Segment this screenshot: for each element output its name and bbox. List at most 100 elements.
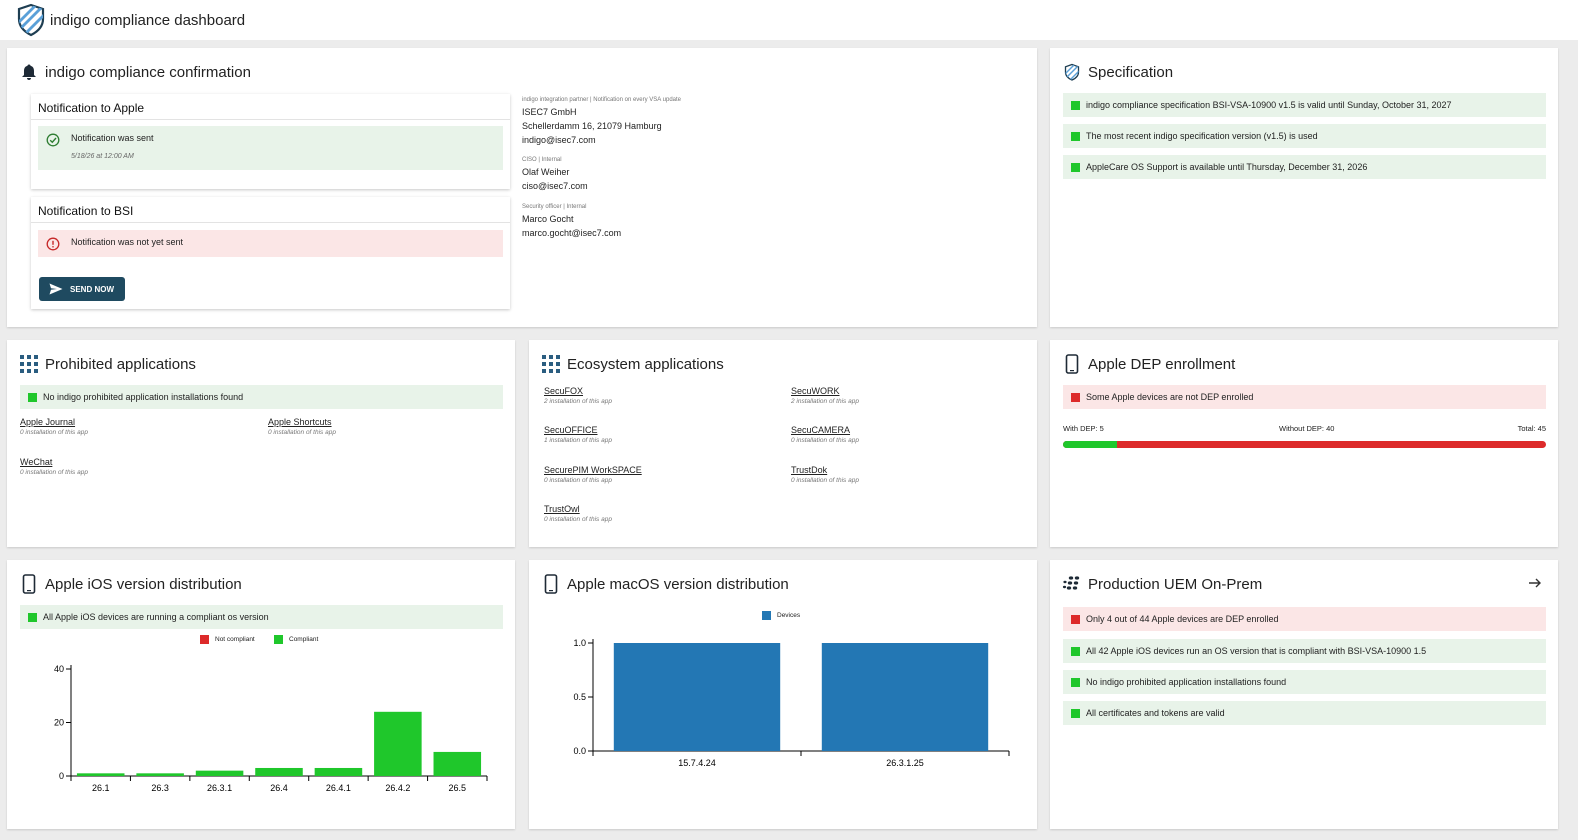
contact-security-officer: Security officer | Internal Marco Gocht … [522,202,621,240]
app-link[interactable]: WeChat [20,457,53,467]
dep-title: Apple DEP enrollment [1088,355,1236,373]
app-link[interactable]: Apple Shortcuts [268,417,332,427]
spec-item-text: The most recent indigo specification ver… [1086,131,1318,141]
dep-with-label: With DEP: 5 [1063,424,1104,433]
legend-label: Not compliant [215,636,255,643]
contact-role: Security officer | Internal [522,204,587,210]
macos-distribution-card: Apple macOS version distribution Devices… [529,560,1037,829]
bar [613,643,781,751]
ios-header: Apple iOS version distribution [19,572,242,596]
app-link[interactable]: SecuWORK [791,386,840,396]
app-link[interactable]: SecurePIM WorkSPACE [544,465,642,475]
uem-title: Production UEM On-Prem [1088,575,1263,593]
contact-line[interactable]: ciso@isec7.com [522,181,588,191]
y-tick-label: 20 [54,718,64,728]
ok-indicator [1071,708,1080,718]
spec-item: indigo compliance specification BSI-VSA-… [1063,93,1546,117]
bsi-notification-status: Notification was not yet sent [38,230,503,257]
apps-grid-icon [19,354,39,374]
dep-progress-fill [1063,441,1117,448]
contact-role: indigo integration partner | Notificatio… [522,97,681,103]
apple-status-date: 5/18/26 at 12:00 AM [71,153,134,160]
uem-card: Production UEM On-Prem Only 4 out of 44 … [1050,560,1558,829]
prohibited-title: Prohibited applications [45,355,196,373]
ok-indicator [1071,677,1080,687]
x-tick-label: 26.4 [270,783,288,793]
warning-indicator [1071,392,1080,402]
send-now-button[interactable]: SEND NOW [39,277,125,301]
ok-indicator [1071,131,1080,141]
y-tick-label: 40 [54,664,64,674]
arrow-right-icon[interactable] [1528,576,1542,590]
bsi-notification-title: Notification to BSI [38,204,134,218]
bar [76,773,125,776]
app-link[interactable]: TrustOwl [544,504,580,514]
app-link[interactable]: SecuFOX [544,386,584,396]
spec-item-text: AppleCare OS Support is available until … [1086,162,1368,172]
app-count: 0 installation of this app [791,477,859,484]
legend-swatch [274,635,283,644]
apple-notification-panel: Notification to Apple Notification was s… [31,94,510,189]
contact-line: Schellerdamm 16, 21079 Hamburg [522,121,662,131]
contact-line[interactable]: indigo@isec7.com [522,135,596,145]
warning-indicator [1071,614,1080,624]
alert-circle-icon [46,237,60,251]
contact-line: ISEC7 GmbH [522,107,577,117]
legend-item: Devices [762,611,800,620]
bar [374,711,422,776]
ios-status-text: All Apple iOS devices are running a comp… [43,612,269,622]
ok-indicator [28,392,37,402]
bell-icon [19,62,39,82]
contact-role: CISO | Internal [522,157,562,163]
uem-item-text: All certificates and tokens are valid [1086,708,1225,718]
shield-icon [1062,62,1082,82]
confirmation-title: indigo compliance confirmation [45,63,251,81]
spec-item: AppleCare OS Support is available until … [1063,155,1546,179]
app-count: 0 installation of this app [544,477,612,484]
uem-item: All certificates and tokens are valid [1063,701,1546,725]
app-link[interactable]: SecuCAMERA [791,425,851,435]
contact-line[interactable]: marco.gocht@isec7.com [522,228,622,238]
uem-item: No indigo prohibited application install… [1063,670,1546,694]
dep-enrollment-card: Apple DEP enrollment Some Apple devices … [1050,340,1558,547]
phone-icon [541,574,561,594]
specification-card: Specification indigo compliance specific… [1050,48,1558,327]
blackberry-icon [1062,574,1082,594]
ecosystem-header: Ecosystem applications [541,352,724,376]
ok-indicator [28,612,37,622]
spec-item: The most recent indigo specification ver… [1063,124,1546,148]
prohibited-header: Prohibited applications [19,352,196,376]
divider [31,119,510,120]
prohibited-status-text: No indigo prohibited application install… [43,392,244,402]
app-item: SecuCAMERA 0 installation of this app [791,424,859,446]
ios-bar-chart: 0 20 40 26.1 26.3 26.3.1 26.4 26.4.1 26.4.2 26.5 [54,664,488,793]
y-tick-label: 1.0 [573,638,586,648]
app-link[interactable]: Apple Journal [20,417,76,427]
y-tick-label: 0.5 [573,692,586,702]
dep-header: Apple DEP enrollment [1062,352,1235,376]
legend-swatch [200,635,209,644]
macos-header: Apple macOS version distribution [541,572,789,596]
bar [821,643,989,751]
app-link[interactable]: TrustDok [791,465,828,475]
y-tick-label: 0.0 [573,746,586,756]
apple-notification-status: Notification was sent 5/18/26 at 12:00 A… [38,126,503,170]
app-item: SecurePIM WorkSPACE 0 installation of th… [544,464,642,486]
uem-header: Production UEM On-Prem [1062,572,1262,596]
app-item: TrustOwl 0 installation of this app [544,503,612,525]
uem-item-text: Only 4 out of 44 Apple devices are DEP e… [1086,614,1279,624]
x-tick-label: 26.3 [151,783,169,793]
send-icon [49,283,63,295]
ok-indicator [1071,646,1080,656]
legend-item: Not compliant [200,635,255,644]
app-item: Apple Journal 0 installation of this app [20,416,88,438]
send-now-label: SEND NOW [70,284,114,294]
app-count: 0 installation of this app [20,469,88,476]
ios-distribution-card: Apple iOS version distribution All Apple… [7,560,515,829]
app-item: TrustDok 0 installation of this app [791,464,859,486]
x-tick-label: 26.4.2 [385,783,410,793]
top-bar: indigo compliance dashboard [0,0,1578,40]
apple-status-text: Notification was sent [71,133,154,143]
app-link[interactable]: SecuOFFICE [544,425,598,435]
bsi-status-text: Notification was not yet sent [71,237,184,247]
